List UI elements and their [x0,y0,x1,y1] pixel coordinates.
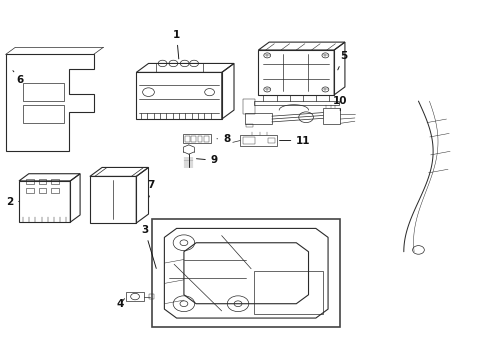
Bar [246,124,253,127]
Bar [185,135,190,142]
Text: 4: 4 [117,299,124,309]
Bar [39,188,47,193]
Text: 3: 3 [141,225,156,269]
Bar [51,179,59,184]
Bar [197,135,202,142]
Bar [51,188,59,193]
Bar [39,179,47,184]
Text: 8: 8 [217,134,230,144]
Bar [243,137,255,144]
Text: 6: 6 [13,71,24,85]
Text: 2: 2 [6,197,19,207]
Bar [240,135,277,146]
Text: 9: 9 [196,155,218,165]
Bar [268,138,275,143]
Bar [245,113,272,125]
Bar [126,292,144,301]
Bar [152,220,340,327]
Bar [323,108,340,125]
Text: 5: 5 [338,51,347,70]
Bar [243,99,255,114]
Bar [149,294,154,299]
Bar [183,134,211,143]
Text: 11: 11 [279,136,311,145]
Bar [26,188,34,193]
Bar [191,135,196,142]
Bar [204,135,209,142]
Text: 10: 10 [333,96,347,111]
Text: 7: 7 [147,180,155,197]
Bar [26,179,34,184]
Text: 1: 1 [173,30,180,59]
